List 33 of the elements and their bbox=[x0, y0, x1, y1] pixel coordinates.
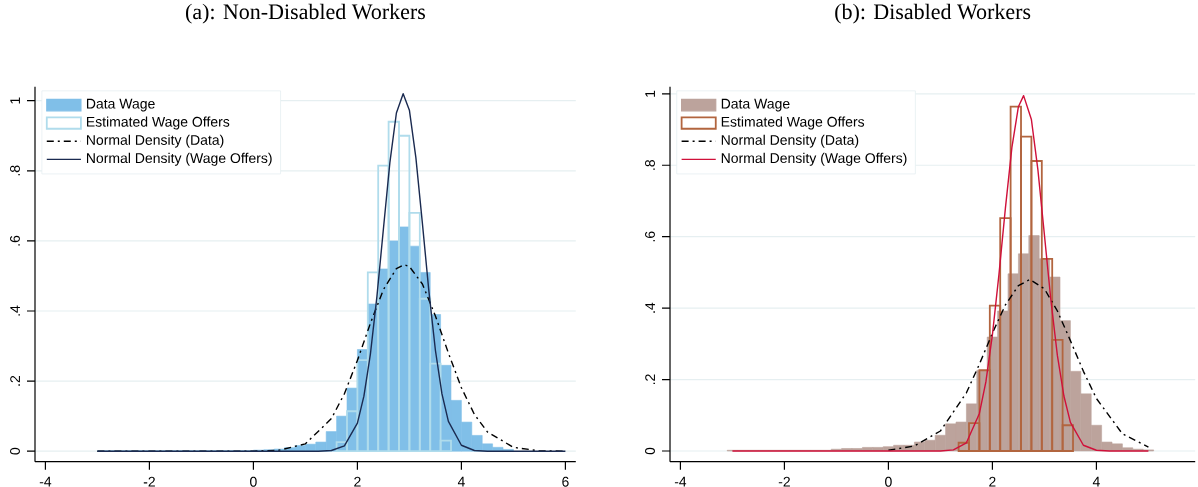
y-tick-label: .8 bbox=[10, 165, 20, 176]
legend-label: Estimated Wage Offers bbox=[721, 116, 865, 130]
y-tick-label: .6 bbox=[10, 235, 20, 246]
legend-label: Normal Density (Data) bbox=[86, 134, 224, 148]
legend-label: Normal Density (Wage Offers) bbox=[86, 152, 272, 166]
legend-label: Normal Density (Wage Offers) bbox=[721, 152, 907, 166]
chart-title: (b): Disabled Workers bbox=[835, 3, 1031, 24]
y-tick-label: .8 bbox=[645, 160, 655, 170]
y-tick-label: 0 bbox=[645, 447, 655, 455]
x-tick-label: -4 bbox=[674, 476, 687, 487]
x-tick-label: 0 bbox=[885, 476, 892, 487]
legend-label: Estimated Wage Offers bbox=[86, 116, 230, 130]
y-tick-label: .4 bbox=[10, 305, 20, 316]
x-tick-label: -4 bbox=[39, 476, 52, 487]
y-tick-label: .2 bbox=[645, 374, 655, 385]
legend-label: Data Wage bbox=[86, 98, 155, 112]
y-tick-label: .2 bbox=[10, 375, 20, 386]
x-tick-label: -2 bbox=[778, 476, 790, 487]
x-tick-label: 2 bbox=[354, 476, 361, 487]
legend-label: Normal Density (Data) bbox=[721, 134, 859, 148]
x-tick-label: 2 bbox=[989, 476, 996, 487]
y-tick-label: 0 bbox=[10, 447, 20, 455]
y-tick-label: 1 bbox=[10, 97, 20, 104]
x-tick-label: 6 bbox=[562, 476, 569, 487]
y-tick-label: .6 bbox=[645, 231, 655, 242]
x-tick-label: -2 bbox=[143, 476, 155, 487]
x-tick-label: 4 bbox=[457, 476, 465, 487]
y-tick-label: .4 bbox=[645, 302, 655, 313]
x-tick-label: 4 bbox=[1092, 476, 1100, 487]
y-tick-label: 1 bbox=[645, 90, 655, 97]
chart-title: (a): Non-Disabled Workers bbox=[185, 3, 425, 24]
legend-label: Data Wage bbox=[721, 98, 790, 112]
x-tick-label: 0 bbox=[250, 476, 257, 487]
